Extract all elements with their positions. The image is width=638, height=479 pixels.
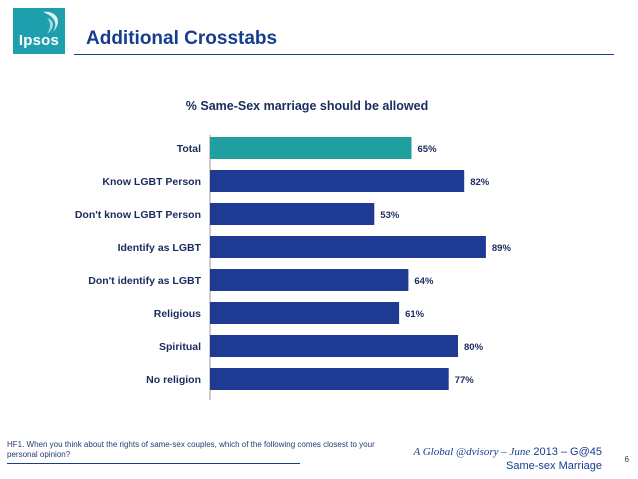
bar-spiritual [210, 335, 458, 357]
category-label: Know LGBT Person [102, 176, 201, 188]
bars: Total 65% Know LGBT Person 82% Don't know LG… [75, 137, 512, 390]
value-label: 61% [405, 309, 425, 320]
value-label: 65% [418, 144, 438, 155]
chart-title: % Same-Sex marriage should be allowed [186, 99, 428, 113]
footer-brand-rest: 2013 – G@45 [530, 446, 602, 458]
bar-chart: % Same-Sex marriage should be allowed To… [75, 99, 512, 400]
value-label: 53% [380, 210, 400, 221]
value-label: 89% [492, 243, 512, 254]
title-divider [74, 54, 614, 55]
value-label: 80% [464, 342, 484, 353]
category-label: Don't identify as LGBT [88, 275, 201, 287]
bar-identify-as-lgbt [210, 236, 486, 258]
bar-no-religion [210, 368, 449, 390]
category-label: Spiritual [159, 341, 201, 353]
page-number: 6 [624, 455, 629, 464]
bar-religious [210, 302, 400, 324]
footer-divider [7, 463, 300, 464]
bar-don-t-know-lgbt-person [210, 203, 375, 225]
logo-swoosh-icon [43, 11, 58, 34]
slide-title: Additional Crosstabs [86, 28, 278, 49]
category-label: Identify as LGBT [118, 242, 202, 254]
ipsos-logo: Ipsos [13, 8, 65, 54]
footer-brand: A Global @dvisory – June 2013 – G@45 Sam… [413, 445, 602, 473]
bar-don-t-identify-as-lgbt [210, 269, 409, 291]
value-label: 64% [414, 276, 434, 287]
logo-text: Ipsos [18, 32, 60, 49]
bar-know-lgbt-person [210, 170, 465, 192]
category-label: No religion [146, 374, 201, 386]
footer-brand-italic: A Global @dvisory – June [413, 446, 531, 458]
footer-question: HF1. When you think about the rights of … [7, 440, 375, 459]
bar-total [210, 137, 412, 159]
category-label: Religious [154, 308, 201, 320]
footer-brand-subtitle: Same-sex Marriage [506, 460, 602, 472]
value-label: 77% [455, 375, 475, 386]
value-label: 82% [470, 177, 490, 188]
category-label: Total [177, 143, 201, 155]
category-label: Don't know LGBT Person [75, 209, 201, 221]
